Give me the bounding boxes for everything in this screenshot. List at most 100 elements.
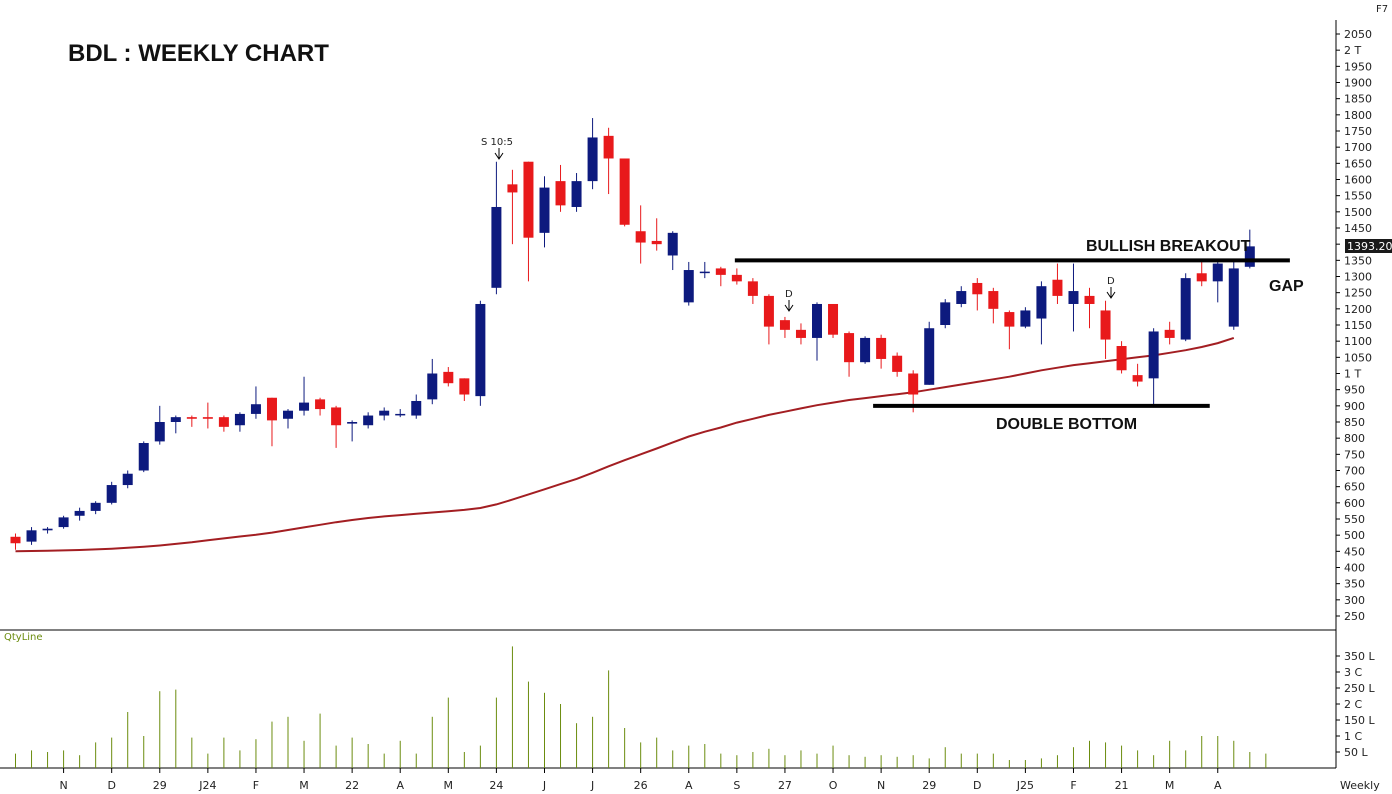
candle (106, 481, 117, 505)
candle (1196, 261, 1207, 287)
candle-body (10, 536, 21, 544)
candle (283, 409, 294, 429)
candle (202, 402, 213, 429)
time-tick-label: N (877, 779, 885, 792)
candle-body (1004, 312, 1015, 327)
volume-tick-label: 150 L (1344, 714, 1375, 727)
time-tick-label: 21 (1115, 779, 1129, 792)
candle (1068, 263, 1079, 332)
price-tick-label: 2 T (1344, 44, 1361, 57)
candle-body (779, 320, 790, 330)
candle-body (507, 184, 518, 193)
candle (844, 331, 855, 377)
volume-tick-label: 1 C (1344, 730, 1362, 743)
candle-body (347, 422, 358, 424)
candle (699, 261, 710, 279)
volume-tick-label: 50 L (1344, 746, 1368, 759)
time-tick-label: J (590, 779, 594, 792)
candle (779, 316, 790, 338)
candle-body (379, 410, 390, 416)
time-tick-label: F (253, 779, 259, 792)
time-tick-label: A (396, 779, 404, 792)
price-tick-label: 500 (1344, 529, 1365, 542)
candle-body (74, 510, 85, 516)
price-tick-label: 450 (1344, 545, 1365, 558)
candle (747, 278, 758, 304)
candle (683, 261, 694, 306)
candle-body (1228, 268, 1239, 327)
time-tick-label: S (733, 779, 740, 792)
candle (1148, 328, 1159, 405)
time-tick-label: J (542, 779, 546, 792)
price-tick-label: 2050 (1344, 28, 1372, 41)
candle-body (587, 137, 598, 182)
timeframe-label: Weekly (1340, 779, 1380, 792)
time-tick-label: 26 (634, 779, 648, 792)
candle (427, 358, 438, 405)
split-marker: S 10:5 (481, 137, 513, 160)
candle-body (106, 485, 117, 503)
candle-body (459, 378, 470, 395)
candle (186, 415, 197, 427)
candle-body (860, 337, 871, 363)
candle-body (1148, 331, 1159, 379)
candle-body (812, 303, 822, 338)
price-tick-label: 1900 (1344, 77, 1372, 90)
candle (250, 386, 261, 419)
candle-body (747, 281, 758, 296)
candle (924, 321, 935, 385)
frame (0, 20, 1337, 769)
candle-body (555, 181, 566, 206)
candle (523, 161, 534, 282)
candle-body (363, 415, 374, 426)
candle (475, 300, 486, 406)
candle (154, 405, 165, 445)
candle (876, 334, 887, 369)
candle (315, 397, 326, 416)
candle (988, 287, 999, 324)
candle-body (266, 397, 277, 421)
candle-body (539, 187, 550, 233)
candle-body (42, 528, 53, 531)
last-price-label: 1393.20 (1347, 240, 1392, 253)
last-price-tag: 1393.20 (1345, 239, 1392, 253)
price-tick-label: 600 (1344, 497, 1365, 510)
candle-body (154, 422, 165, 442)
candle-body (234, 413, 245, 426)
candle (1084, 287, 1095, 329)
candle (940, 299, 951, 329)
candle (603, 127, 614, 195)
candle-body (1164, 329, 1175, 338)
candle (763, 294, 774, 345)
price-tick-label: 1550 (1344, 190, 1372, 203)
candle-body (475, 303, 486, 397)
candle-body (1180, 278, 1191, 340)
candle (731, 268, 742, 285)
candle (956, 286, 967, 308)
price-tick-label: 1350 (1344, 254, 1372, 267)
candle-body (411, 400, 422, 416)
price-tick-label: 750 (1344, 448, 1365, 461)
time-tick-label: 22 (345, 779, 359, 792)
candle (1004, 310, 1015, 350)
candle (507, 169, 518, 245)
candle (299, 376, 310, 416)
price-tick-label: 1500 (1344, 206, 1372, 219)
time-axis: N D 29 J24 F M 22 A M 24 J J 26 A S 27 O N 29 D J25 F 21 M A (59, 768, 1222, 792)
candle-body (763, 295, 774, 327)
volume-tick-label: 3 C (1344, 666, 1362, 679)
candle (1036, 281, 1047, 345)
dividend-label-2: D (1107, 276, 1115, 287)
candle (459, 378, 470, 401)
candle-body (892, 355, 903, 372)
volume-tick-label: 250 L (1344, 682, 1375, 695)
candle-body (1084, 295, 1095, 304)
candle (635, 205, 646, 264)
candle-body (523, 161, 534, 238)
price-tick-label: 1250 (1344, 287, 1372, 300)
candle (539, 176, 550, 248)
candle-body (908, 373, 919, 395)
candle (10, 533, 21, 550)
candle (587, 118, 598, 190)
candle-body (844, 333, 855, 363)
